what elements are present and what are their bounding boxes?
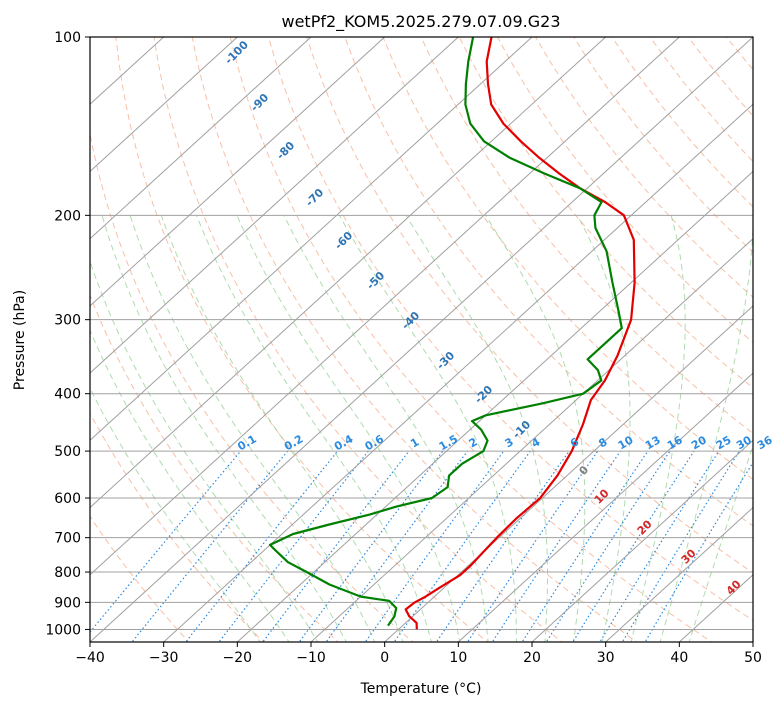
x-tick-label: 0 (380, 650, 389, 666)
y-tick-label: 200 (54, 208, 81, 224)
x-tick-label: 30 (597, 650, 615, 666)
chart-title: wetPf2_KOM5.2025.279.07.09.G23 (281, 12, 560, 32)
x-axis-title: Temperature (°C) (360, 681, 482, 697)
x-tick-label: −30 (149, 650, 179, 666)
x-tick-label: 10 (449, 650, 467, 666)
dry-adiabat-line (765, 37, 775, 644)
mixing-ratio-label: 36 (755, 433, 775, 452)
y-tick-label: 100 (54, 30, 81, 46)
y-tick-label: 600 (54, 491, 81, 507)
y-tick-label: 500 (54, 444, 81, 460)
y-tick-label: 800 (54, 565, 81, 581)
y-tick-label: 900 (54, 595, 81, 611)
y-tick-label: 1000 (45, 622, 81, 638)
x-tick-label: 40 (670, 650, 688, 666)
x-tick-label: −20 (223, 650, 253, 666)
x-tick-label: 20 (523, 650, 541, 666)
x-tick-label: −40 (75, 650, 105, 666)
y-axis-title: Pressure (hPa) (12, 290, 28, 390)
x-tick-label: 50 (744, 650, 762, 666)
x-tick-label: −10 (296, 650, 326, 666)
y-tick-label: 400 (54, 387, 81, 403)
y-tick-label: 700 (54, 531, 81, 547)
y-tick-label: 300 (54, 313, 81, 329)
isotherm-line (753, 37, 775, 642)
